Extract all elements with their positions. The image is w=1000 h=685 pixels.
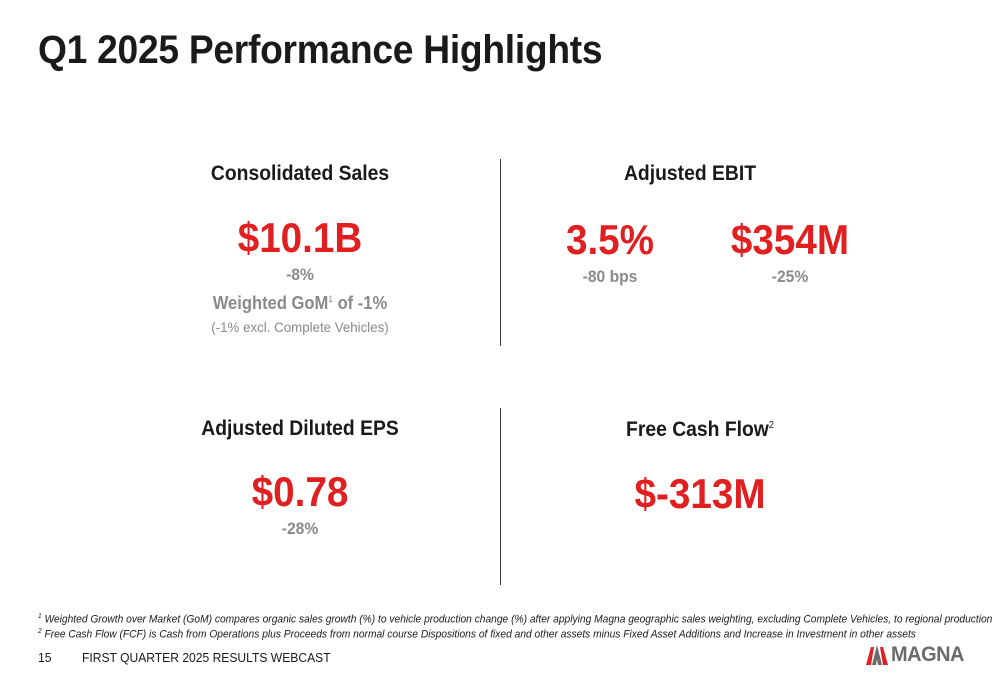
- divider-top: [500, 159, 501, 346]
- free-cash-flow-heading: Free Cash Flow2: [562, 418, 838, 442]
- adjusted-eps-heading: Adjusted Diluted EPS: [201, 417, 399, 440]
- weighted-gom-value: of -1%: [332, 293, 388, 313]
- footnote-2: 2 Free Cash Flow (FCF) is Cash from Oper…: [38, 628, 916, 641]
- footnote-2-text: Free Cash Flow (FCF) is Cash from Operat…: [41, 628, 916, 641]
- consolidated-sales-change: -8%: [286, 265, 314, 284]
- event-title: FIRST QUARTER 2025 RESULTS WEBCAST: [82, 650, 331, 665]
- magna-logo-icon: [866, 645, 888, 665]
- ebit-amount-value: $354M: [730, 216, 850, 263]
- adjusted-eps-change: -28%: [281, 519, 319, 538]
- weighted-gom: Weighted GoM1 of -1%: [162, 293, 438, 314]
- footnote-2-number: 2: [38, 628, 42, 635]
- adjusted-eps-panel: Adjusted Diluted EPS $0.78 -28%: [150, 417, 450, 539]
- consolidated-sales-panel: Consolidated Sales $10.1B -8% Weighted G…: [150, 162, 450, 335]
- ebit-amount-metric: $354M -25%: [700, 219, 880, 287]
- ebit-amount-change: -25%: [771, 267, 809, 286]
- free-cash-flow-heading-text: Free Cash Flow: [626, 418, 769, 441]
- free-cash-flow-panel: Free Cash Flow2 $-313M: [550, 418, 850, 515]
- page-number: 15: [38, 650, 52, 665]
- footnote-1-number: 1: [38, 613, 42, 620]
- page-title: Q1 2025 Performance Highlights: [38, 28, 603, 72]
- divider-bottom: [500, 408, 501, 585]
- ebit-margin-metric: 3.5% -80 bps: [520, 219, 700, 287]
- consolidated-sales-value: $10.1B: [237, 214, 363, 261]
- weighted-gom-excl-note: (-1% excl. Complete Vehicles): [211, 319, 389, 335]
- weighted-gom-label: Weighted GoM: [212, 293, 329, 313]
- adjusted-ebit-heading: Adjusted EBIT: [623, 162, 757, 185]
- ebit-margin-value: 3.5%: [565, 216, 655, 263]
- adjusted-eps-value: $0.78: [251, 468, 349, 515]
- footnote-1: 1 Weighted Growth over Market (GoM) comp…: [38, 613, 992, 626]
- adjusted-ebit-panel: Adjusted EBIT: [540, 162, 840, 186]
- ebit-margin-change: -80 bps: [582, 267, 638, 286]
- magna-logo-text: MAGNA: [891, 643, 964, 666]
- weighted-gom-footnote-ref: 1: [328, 294, 333, 304]
- free-cash-flow-footnote-ref: 2: [768, 420, 774, 431]
- free-cash-flow-value: $-313M: [634, 470, 766, 517]
- magna-logo: MAGNA: [866, 643, 968, 666]
- footnote-1-text: Weighted Growth over Market (GoM) compar…: [41, 613, 993, 626]
- consolidated-sales-heading: Consolidated Sales: [210, 162, 390, 185]
